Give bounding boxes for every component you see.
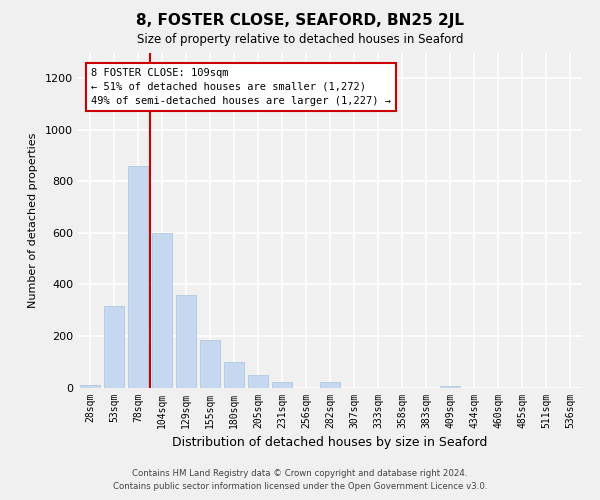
Bar	[128, 166, 148, 388]
Text: Size of property relative to detached houses in Seaford: Size of property relative to detached ho…	[137, 32, 463, 46]
Bar	[80, 385, 100, 388]
Bar	[440, 386, 460, 388]
Text: Contains HM Land Registry data © Crown copyright and database right 2024.
Contai: Contains HM Land Registry data © Crown c…	[113, 469, 487, 491]
Bar	[272, 382, 292, 388]
Bar	[104, 306, 124, 388]
Bar	[152, 233, 172, 388]
Bar	[224, 362, 244, 388]
Bar	[320, 382, 340, 388]
Y-axis label: Number of detached properties: Number of detached properties	[28, 132, 38, 308]
Bar	[176, 294, 196, 388]
Text: 8 FOSTER CLOSE: 109sqm
← 51% of detached houses are smaller (1,272)
49% of semi-: 8 FOSTER CLOSE: 109sqm ← 51% of detached…	[91, 68, 391, 106]
Bar	[248, 376, 268, 388]
X-axis label: Distribution of detached houses by size in Seaford: Distribution of detached houses by size …	[172, 436, 488, 449]
Bar	[200, 340, 220, 388]
Text: 8, FOSTER CLOSE, SEAFORD, BN25 2JL: 8, FOSTER CLOSE, SEAFORD, BN25 2JL	[136, 12, 464, 28]
